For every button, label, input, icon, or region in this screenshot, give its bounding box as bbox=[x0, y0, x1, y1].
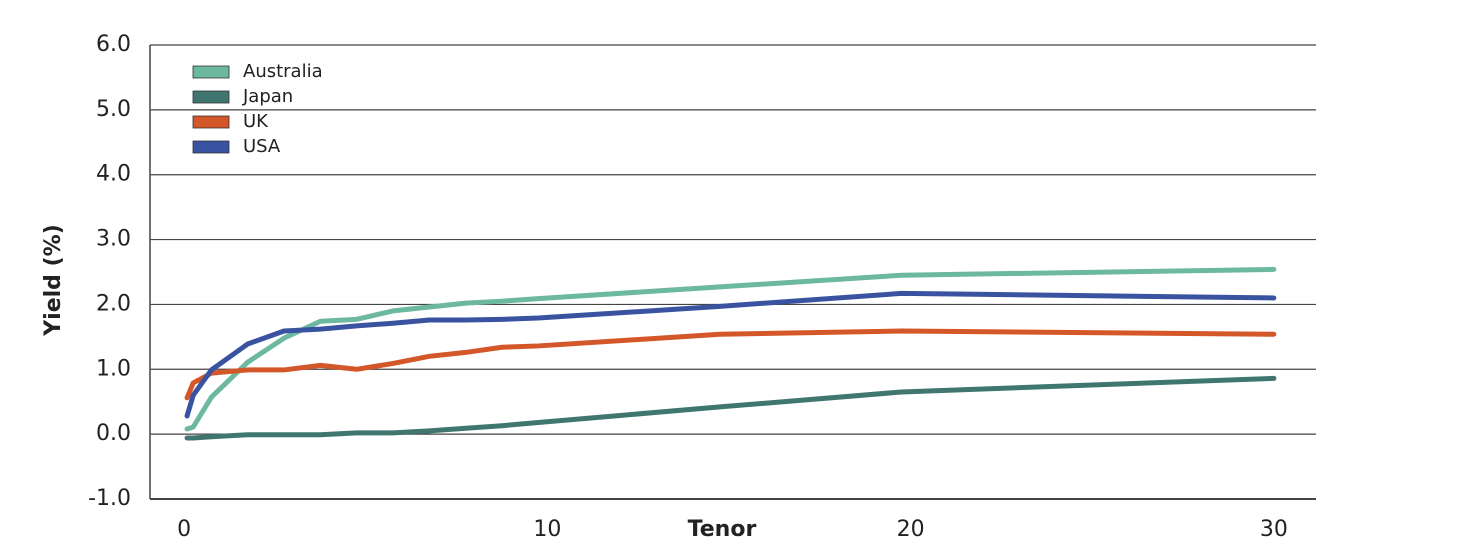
legend-label: Australia bbox=[243, 61, 323, 82]
legend-label: Japan bbox=[242, 86, 293, 107]
legend-label: USA bbox=[243, 136, 281, 157]
x-tick-label: 0 bbox=[177, 517, 191, 542]
y-tick-label: 0.0 bbox=[96, 421, 131, 446]
x-tick-label: 20 bbox=[897, 517, 925, 542]
x-tick-label: 10 bbox=[533, 517, 561, 542]
y-tick-label: 2.0 bbox=[96, 291, 131, 316]
y-tick-label: 6.0 bbox=[96, 32, 131, 57]
y-tick-label: 3.0 bbox=[96, 227, 131, 252]
legend-swatch bbox=[192, 115, 230, 129]
series-line bbox=[184, 328, 1277, 401]
y-axis-label: Yield (%) bbox=[41, 224, 66, 337]
y-tick-label: 4.0 bbox=[96, 162, 131, 187]
y-tick-label: -1.0 bbox=[88, 486, 131, 511]
series-line bbox=[184, 290, 1277, 419]
x-tick-label: 30 bbox=[1260, 517, 1288, 542]
legend-swatch bbox=[192, 90, 230, 104]
y-tick-label: 5.0 bbox=[96, 97, 131, 122]
legend-swatch bbox=[192, 140, 230, 154]
legend-swatch bbox=[192, 65, 230, 79]
y-tick-label: 1.0 bbox=[96, 356, 131, 381]
legend-label: UK bbox=[243, 111, 269, 132]
series-line bbox=[184, 266, 1277, 432]
x-axis-label: Tenor bbox=[688, 517, 757, 542]
series-line bbox=[184, 375, 1277, 441]
